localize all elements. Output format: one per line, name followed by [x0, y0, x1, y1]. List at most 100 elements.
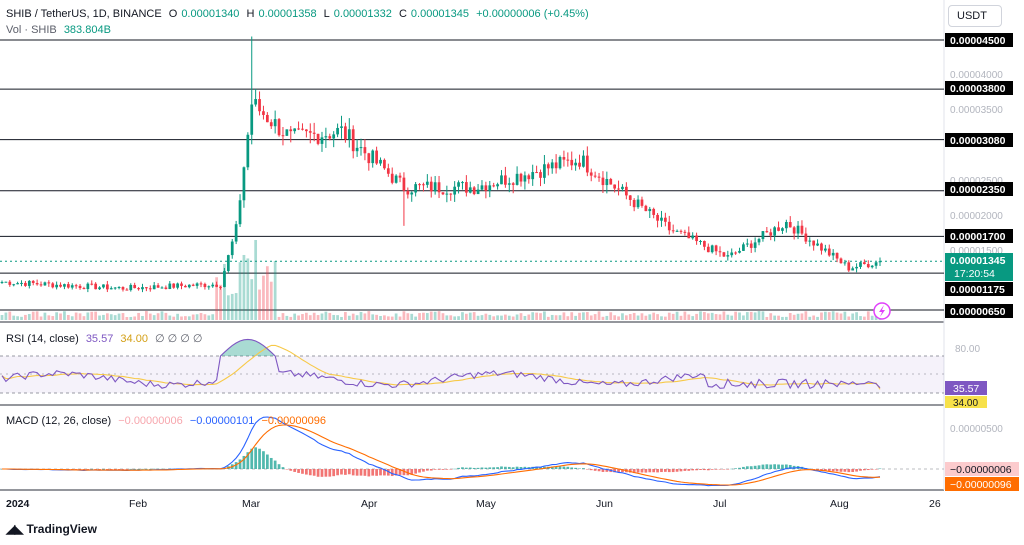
candle-body — [609, 178, 613, 185]
volume-bar — [831, 311, 835, 320]
volume-bar — [609, 312, 613, 320]
candle-body — [738, 250, 741, 253]
candle-body — [468, 187, 472, 193]
candle-body — [39, 284, 43, 286]
volume-bar — [0, 315, 4, 320]
macd-hist-bar — [824, 469, 827, 471]
macd-legend: MACD (12, 26, close) −0.00000006 −0.0000… — [6, 415, 330, 427]
macd-hist-bar — [94, 469, 98, 470]
volume-bar — [98, 315, 101, 320]
candle-body — [191, 284, 195, 286]
candle-body — [519, 173, 523, 182]
candle-body — [784, 222, 788, 229]
volume-bar — [800, 313, 804, 320]
volume-bar — [769, 313, 773, 320]
macd-hist-bar — [831, 469, 835, 472]
candle-body — [636, 199, 640, 208]
macd-hist-bar — [507, 466, 511, 469]
volume-bar — [312, 312, 316, 320]
volume-bar — [402, 311, 406, 320]
macd-hist-bar — [718, 469, 722, 470]
macd-hist-bar — [386, 469, 390, 476]
candle-body — [160, 287, 164, 289]
volume-bar — [480, 315, 484, 320]
volume-value: 383.804B — [63, 24, 111, 36]
candle-body — [195, 283, 199, 286]
volume-bar — [808, 316, 812, 320]
volume-bar — [441, 313, 445, 320]
volume-bar — [531, 312, 535, 320]
macd-hist-bar — [301, 469, 304, 474]
candle-body — [238, 200, 242, 225]
macd-hist-bar — [289, 469, 293, 471]
macd-hist-bar — [328, 469, 332, 477]
macd-hist-bar — [492, 467, 496, 469]
candle-body — [476, 189, 480, 195]
volume-bar — [145, 311, 148, 320]
macd-hist-bar — [367, 469, 371, 477]
volume-bar — [8, 311, 12, 320]
candle-body — [714, 245, 718, 252]
volume-bar — [511, 316, 515, 320]
macd-hist-bar — [336, 469, 339, 476]
volume-bar — [320, 313, 324, 320]
volume-bar — [246, 258, 250, 320]
symbol-title[interactable]: SHIB / TetherUS, 1D, BINANCE — [6, 8, 162, 20]
volume-bar — [535, 312, 538, 320]
candle-body — [117, 287, 121, 289]
volume-bar — [745, 312, 749, 320]
candle-body — [215, 284, 218, 287]
tradingview-logo[interactable]: ◢◣ TradingView — [6, 522, 97, 536]
volume-bar — [593, 314, 597, 320]
volume-bar — [461, 312, 464, 320]
currency-button[interactable]: USDT — [948, 5, 1002, 27]
volume-bar — [543, 311, 546, 320]
tradingview-mark-icon: ◢◣ — [6, 522, 23, 536]
candle-body — [312, 132, 316, 134]
candle-body — [113, 287, 117, 289]
volume-bar — [172, 316, 176, 320]
volume-bar — [742, 315, 745, 320]
macd-hist-bar — [480, 467, 484, 469]
volume-bar — [129, 316, 133, 320]
macd-label[interactable]: MACD (12, 26, close) — [6, 415, 112, 427]
volume-bar — [117, 313, 121, 320]
rsi-value-tag: 35.57 — [953, 383, 979, 395]
candle-body — [223, 271, 226, 287]
candle-body — [297, 128, 300, 130]
volume-bar — [12, 315, 16, 320]
candle-body — [371, 150, 375, 164]
candle-body — [265, 114, 269, 123]
volume-bar — [749, 311, 753, 320]
candle-body — [644, 205, 648, 212]
candle-body — [375, 150, 378, 164]
price-tick: 0.00001500 — [950, 246, 1003, 257]
volume-bar — [215, 277, 218, 320]
lightning-icon[interactable] — [873, 302, 891, 320]
candle-body — [507, 183, 511, 185]
volume-bar — [226, 295, 230, 320]
price-tick: 0.00004000 — [950, 70, 1003, 81]
rsi-label[interactable]: RSI (14, close) — [6, 333, 79, 345]
candle-body — [359, 147, 363, 149]
candle-body — [410, 192, 414, 195]
candle-body — [769, 232, 773, 236]
macd-hist-bar — [870, 469, 874, 470]
volume-bar — [664, 316, 667, 320]
time-label: 26 — [929, 498, 941, 510]
candle-body — [457, 182, 460, 187]
volume-bar — [566, 316, 570, 320]
volume-bar — [589, 315, 593, 320]
candle-body — [24, 282, 27, 286]
volume-bar — [601, 316, 605, 320]
candle-body — [55, 284, 58, 288]
candle-body — [172, 283, 176, 288]
macd-hist-bar — [558, 466, 562, 469]
candle-body — [152, 285, 156, 290]
macd-hist-bar — [394, 469, 398, 476]
volume-bar — [156, 313, 160, 320]
volume-bar — [90, 311, 94, 320]
volume-bar — [675, 311, 679, 320]
level-tag: 0.00003080 — [950, 135, 1006, 147]
